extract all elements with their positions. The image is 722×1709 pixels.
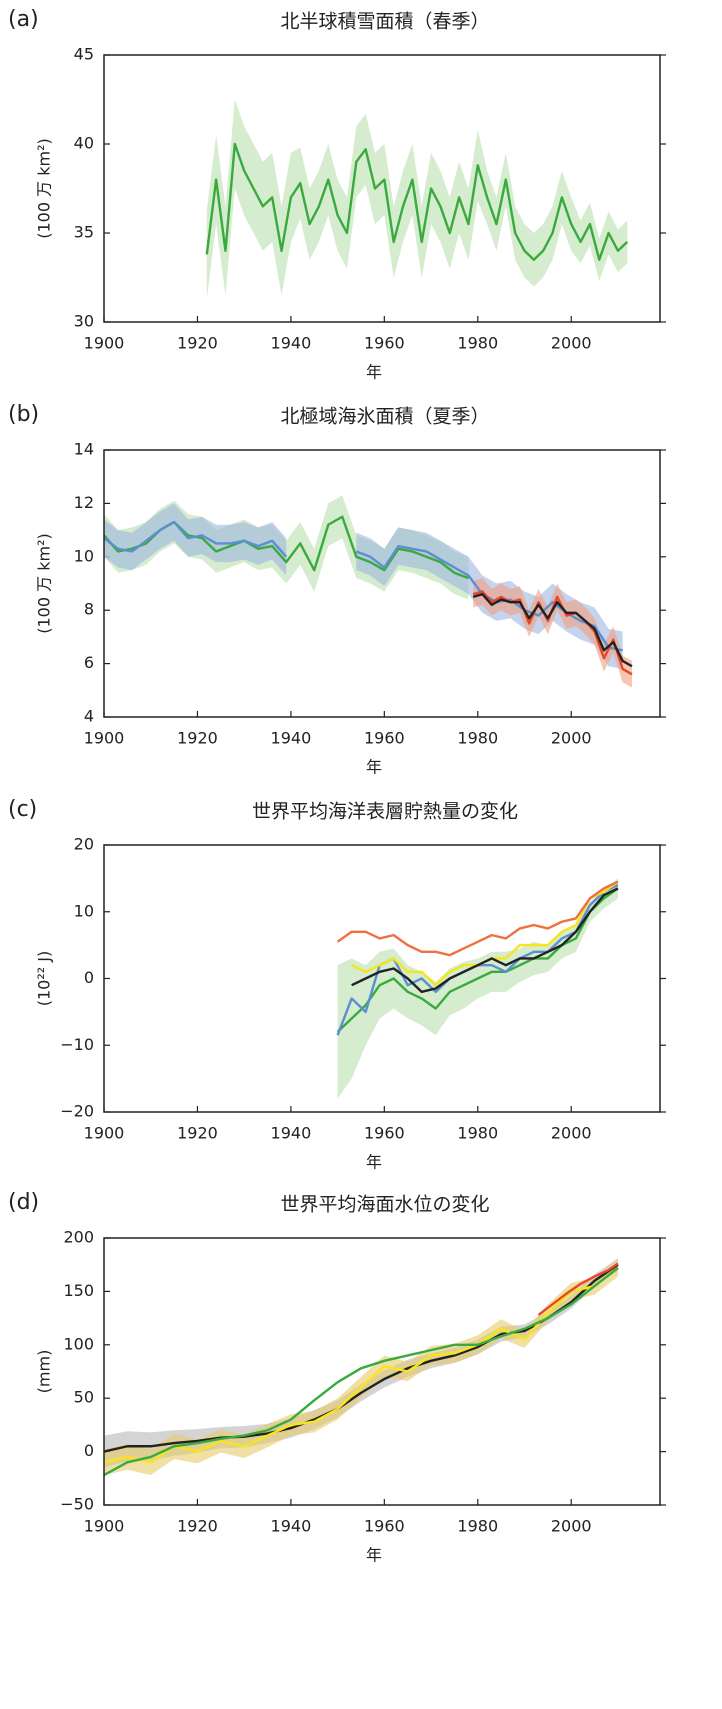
uncertainty-band — [104, 503, 287, 576]
series-line — [336, 887, 619, 1033]
series-line — [205, 142, 629, 261]
y-tick-label: 30 — [74, 312, 94, 331]
y-tick-label: 6 — [84, 653, 94, 672]
chart-title: 北半球積雪面積（春季） — [280, 11, 489, 33]
y-tick-label: 35 — [74, 223, 94, 242]
panel: (b) 北極域海氷面積（夏季） (100 万 km²) 年 1900 1920 1940 19… — [8, 402, 666, 777]
x-tick-label: 2000 — [551, 1517, 592, 1536]
series-line — [351, 887, 619, 994]
panel-label: (a) — [8, 7, 39, 32]
x-tick-label: 2000 — [551, 729, 592, 748]
y-tick-label: −20 — [60, 1102, 94, 1121]
y-tick-label: 150 — [63, 1281, 94, 1300]
x-tick-label: 1980 — [457, 729, 498, 748]
y-tick-label: 8 — [84, 600, 94, 619]
panel: (d) 世界平均海面水位の変化 (mm) 年 1900 1920 1940 1960 1980 2… — [8, 1190, 666, 1565]
x-tick-label: 1980 — [457, 334, 498, 353]
x-tick-label: 1960 — [364, 1124, 405, 1143]
panel: (c) 世界平均海洋表層貯熱量の変化 (10²² J) 年 1900 1920 1940 19… — [8, 797, 666, 1172]
y-tick-label: −10 — [60, 1035, 94, 1054]
y-axis-label: (mm) — [35, 1350, 54, 1394]
y-axis-label: (10²² J) — [35, 951, 54, 1006]
panel-label: (c) — [8, 797, 37, 822]
x-tick-label: 1900 — [84, 1124, 125, 1143]
uncertainty-band — [337, 878, 618, 1099]
uncertainty-band — [473, 578, 632, 688]
y-tick-label: 0 — [84, 968, 94, 987]
x-axis-label: 年 — [366, 1153, 382, 1172]
x-axis-label: 年 — [366, 1546, 382, 1565]
y-tick-label: 0 — [84, 1441, 94, 1460]
plot-frame — [103, 54, 661, 323]
x-tick-label: 1900 — [84, 729, 125, 748]
x-tick-label: 1920 — [177, 729, 218, 748]
x-tick-label: 1920 — [177, 1124, 218, 1143]
x-tick-label: 1900 — [84, 334, 125, 353]
y-tick-label: 40 — [74, 134, 94, 153]
x-tick-label: 1940 — [271, 334, 312, 353]
x-tick-label: 1920 — [177, 334, 218, 353]
y-tick-label: 50 — [74, 1388, 94, 1407]
y-tick-label: 200 — [63, 1228, 94, 1247]
panel: (a) 北半球積雪面積（春季） (100 万 km²) 年 1900 1920 1940 19… — [8, 7, 666, 382]
series-line — [103, 1266, 619, 1464]
chart-title: 世界平均海洋表層貯熱量の変化 — [252, 801, 518, 823]
y-axis-label: (100 万 km²) — [35, 533, 54, 633]
y-tick-label: 100 — [63, 1334, 94, 1353]
plot-frame — [103, 844, 661, 1113]
series-line — [103, 1263, 619, 1453]
uncertainty-band — [206, 99, 628, 299]
x-tick-label: 1980 — [457, 1517, 498, 1536]
panel-label: (d) — [8, 1190, 39, 1215]
x-tick-label: 1960 — [364, 334, 405, 353]
x-tick-label: 1960 — [364, 729, 405, 748]
plot-frame — [103, 1237, 661, 1506]
series-line — [103, 1266, 619, 1477]
panel-label: (b) — [8, 402, 39, 427]
y-tick-label: 10 — [74, 546, 94, 565]
x-tick-label: 1920 — [177, 1517, 218, 1536]
x-tick-label: 2000 — [551, 334, 592, 353]
y-tick-label: 4 — [84, 707, 94, 726]
x-tick-label: 1900 — [84, 1517, 125, 1536]
chart-title: 北極域海氷面積（夏季） — [280, 406, 489, 428]
y-tick-label: 10 — [74, 901, 94, 920]
y-tick-label: 20 — [74, 835, 94, 854]
plot-frame — [103, 449, 661, 718]
chart-title: 世界平均海面水位の変化 — [280, 1194, 489, 1216]
x-tick-label: 2000 — [551, 1124, 592, 1143]
y-tick-label: −50 — [60, 1495, 94, 1514]
y-tick-label: 14 — [74, 440, 94, 459]
y-tick-label: 45 — [74, 45, 94, 64]
x-tick-label: 1960 — [364, 1517, 405, 1536]
series-line — [472, 592, 633, 668]
x-tick-label: 1940 — [271, 1517, 312, 1536]
y-tick-label: 12 — [74, 493, 94, 512]
x-tick-label: 1940 — [271, 1124, 312, 1143]
x-axis-label: 年 — [366, 363, 382, 382]
x-tick-label: 1980 — [457, 1124, 498, 1143]
x-axis-label: 年 — [366, 758, 382, 777]
series-line — [537, 1262, 619, 1316]
y-axis-label: (100 万 km²) — [35, 138, 54, 238]
series-line — [336, 880, 619, 957]
x-tick-label: 1940 — [271, 729, 312, 748]
